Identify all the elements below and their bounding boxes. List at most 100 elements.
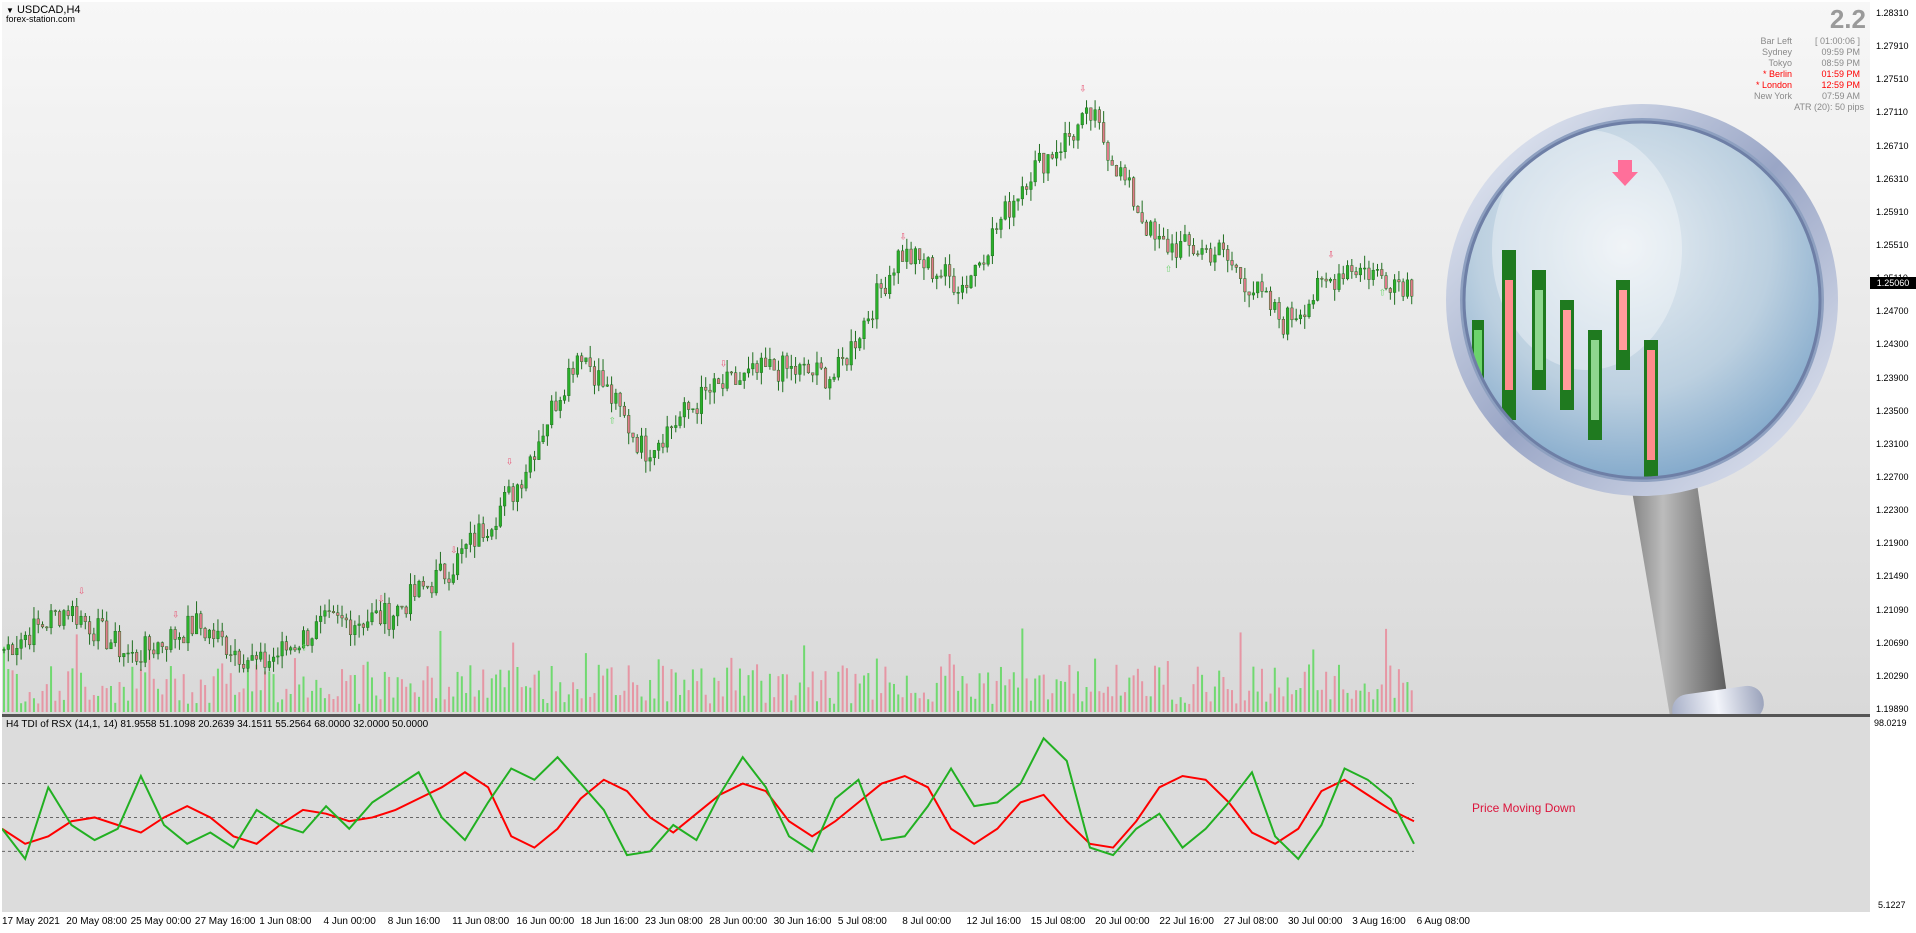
candle-body xyxy=(605,384,609,387)
time-label: 6 Aug 08:00 xyxy=(1416,916,1470,927)
candle-body xyxy=(1003,201,1007,220)
candle-body xyxy=(1157,235,1161,240)
candle-body xyxy=(1324,278,1328,282)
price-chart-pane[interactable]: ⇩ ⇩ ⇧ ⇩ ⇩ ⇩ ⇧ ⇩ ⇩ ⇩ ⇧ ⇩ ⇧ ▼ USDCAD,H4 forex-station.… xyxy=(2,2,1870,740)
volume-bar xyxy=(1248,690,1251,712)
volume-bar xyxy=(122,686,125,712)
volume-bar xyxy=(863,675,866,712)
volume-bar xyxy=(15,673,18,712)
volume-bar xyxy=(139,669,142,712)
volume-bar xyxy=(1008,679,1011,712)
sell-arrow-icon: ⇩ xyxy=(450,546,458,556)
volume-bar xyxy=(786,674,789,712)
candle-body xyxy=(1350,265,1354,272)
volume-bar xyxy=(717,680,720,712)
dropdown-icon[interactable]: ▼ xyxy=(6,6,14,15)
candle-body xyxy=(772,359,776,371)
candle-body xyxy=(669,426,674,429)
price-axis[interactable]: 1.28310 1.27910 1.27510 1.27110 1.26710 1.263… xyxy=(1870,0,1916,933)
volume-bar xyxy=(576,689,579,712)
volume-bar xyxy=(670,669,673,712)
volume-bar xyxy=(144,672,147,712)
volume-bar xyxy=(709,703,711,712)
volume-bar xyxy=(944,675,947,712)
volume-bar xyxy=(636,684,639,712)
candle-body xyxy=(858,338,862,349)
candle-body xyxy=(438,563,442,571)
time-label: 8 Jun 16:00 xyxy=(387,916,441,927)
candle-body xyxy=(815,362,819,376)
volume-bar xyxy=(430,677,433,712)
time-label: 30 Jun 16:00 xyxy=(773,916,832,927)
volume-bar xyxy=(1337,664,1340,712)
volume-bar xyxy=(854,673,857,712)
session-time: [ 01:00:06 ] xyxy=(1814,36,1860,46)
candle-body xyxy=(143,636,147,663)
buy-arrow-icon: ⇧ xyxy=(1165,265,1173,275)
candle-body xyxy=(92,633,96,642)
candle-body xyxy=(973,264,977,277)
price-tick: 1.24700 xyxy=(1876,306,1909,317)
volume-bar xyxy=(683,679,686,712)
candle-body xyxy=(1303,314,1307,317)
volume-bar xyxy=(1226,689,1229,712)
pane-separator[interactable] xyxy=(2,714,1870,717)
candle-body xyxy=(1358,267,1362,276)
volume-bar xyxy=(764,702,767,712)
volume-bar xyxy=(537,670,540,712)
volume-bar xyxy=(1166,661,1169,712)
time-label: 18 Jun 16:00 xyxy=(580,916,639,927)
candle-body xyxy=(1166,238,1170,253)
candle-body xyxy=(948,264,952,277)
volume-bar xyxy=(858,683,861,712)
volume-bar xyxy=(811,671,814,712)
candle-body xyxy=(32,618,36,646)
volume-bar xyxy=(1132,675,1135,712)
volume-bar xyxy=(734,690,737,712)
volume-bar xyxy=(328,694,331,712)
candle-body xyxy=(1277,302,1281,320)
time-axis[interactable]: 17 May 2021 20 May 08:00 25 May 00:00 27 Ma… xyxy=(0,912,1916,933)
candle-body xyxy=(152,649,156,655)
volume-bar xyxy=(383,671,386,712)
volume-bar xyxy=(1153,665,1156,712)
candle-body xyxy=(1089,107,1093,121)
candle-body xyxy=(1114,165,1119,177)
volume-bar xyxy=(495,674,498,712)
candle-body xyxy=(1397,279,1401,283)
candle-body xyxy=(289,647,293,651)
candle-body xyxy=(648,457,652,462)
candle-body xyxy=(293,647,297,651)
volume-bar xyxy=(7,669,10,712)
indicator-pane[interactable]: H4 TDI of RSX (14,1, 14) 81.9558 51.1098… xyxy=(1,717,1870,912)
candle-body xyxy=(1375,269,1380,271)
volume-bar xyxy=(1295,689,1298,712)
volume-bar xyxy=(1252,666,1255,712)
candle-body xyxy=(109,642,113,650)
volume-bar xyxy=(721,696,724,712)
volume-bar xyxy=(212,676,215,712)
candle-body xyxy=(871,318,875,321)
candle-body xyxy=(635,437,639,453)
candle-body xyxy=(434,569,438,594)
volume-bar xyxy=(880,693,883,712)
candle-body xyxy=(956,292,960,294)
volume-bar xyxy=(469,665,472,712)
candle-body xyxy=(1320,278,1324,280)
volume-bar xyxy=(957,690,960,712)
volume-bar xyxy=(619,695,622,712)
sell-arrow-icon: ⇩ xyxy=(1079,84,1087,94)
volume-bar xyxy=(191,692,194,712)
candle-body xyxy=(1345,265,1350,280)
candle-body xyxy=(11,644,15,656)
volume-bar xyxy=(1021,628,1024,712)
volume-bar xyxy=(593,693,596,712)
volume-bar xyxy=(84,686,87,712)
volume-bar xyxy=(1213,686,1216,712)
candle-body xyxy=(1298,314,1303,319)
volume-bar xyxy=(563,702,566,712)
volume-bar xyxy=(970,696,973,712)
volume-bar xyxy=(75,634,78,712)
candle-body xyxy=(203,628,207,639)
